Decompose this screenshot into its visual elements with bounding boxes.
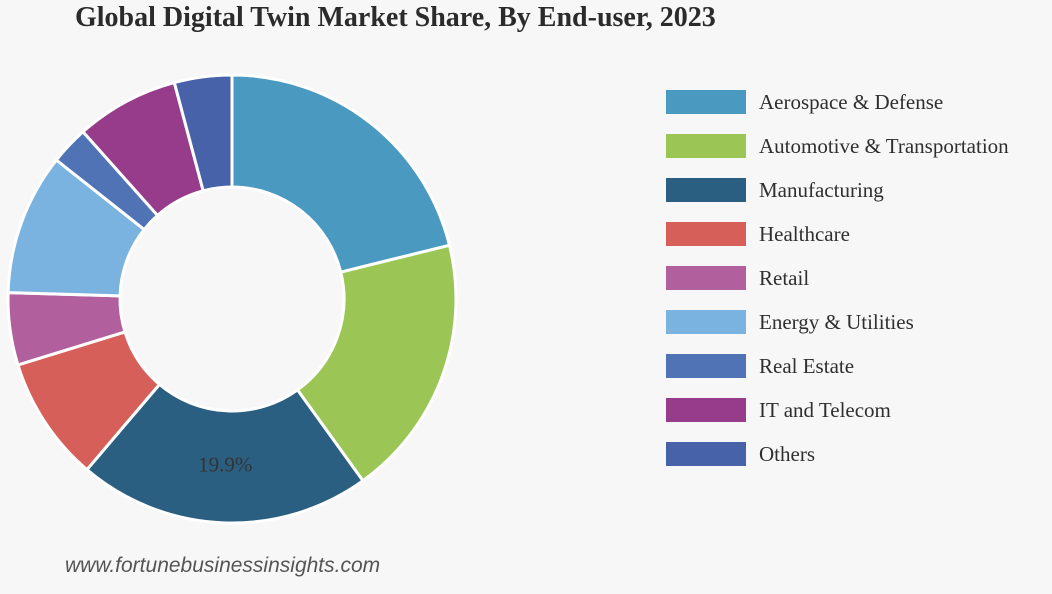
legend-item-manufacturing: Manufacturing	[666, 178, 1009, 202]
legend-item-energy-and-utilities: Energy & Utilities	[666, 310, 1009, 334]
legend-label: Others	[759, 441, 815, 466]
donut-chart: 19.9%	[6, 73, 458, 525]
legend-label: Energy & Utilities	[759, 309, 914, 334]
legend-label: Automotive & Transportation	[759, 133, 1009, 158]
legend-label: Retail	[759, 265, 810, 290]
legend-label: Healthcare	[759, 221, 850, 246]
legend-swatch	[666, 178, 746, 202]
slice-others	[172, 73, 234, 193]
chart-title: Global Digital Twin Market Share, By End…	[75, 2, 716, 33]
legend-swatch	[666, 354, 746, 378]
legend-swatch	[666, 442, 746, 466]
legend-swatch	[666, 134, 746, 158]
legend-item-automotive-and-transportation: Automotive & Transportation	[666, 134, 1009, 158]
legend-label: IT and Telecom	[759, 397, 891, 422]
slice-automotive-and-transportation	[295, 243, 458, 483]
legend-item-retail: Retail	[666, 266, 1009, 290]
legend-swatch	[666, 398, 746, 422]
data-label-manufacturing: 19.9%	[198, 453, 252, 477]
legend-item-real-estate: Real Estate	[666, 354, 1009, 378]
slice-aerospace-and-defense	[230, 73, 451, 274]
legend-swatch	[666, 310, 746, 334]
legend-swatch	[666, 222, 746, 246]
source-credit: www.fortunebusinessinsights.com	[65, 554, 381, 577]
legend-item-healthcare: Healthcare	[666, 222, 1009, 246]
legend-item-others: Others	[666, 442, 1009, 466]
legend-label: Real Estate	[759, 353, 855, 378]
legend-label: Manufacturing	[759, 177, 884, 202]
slice-manufacturing	[85, 382, 365, 525]
legend-item-it-and-telecom: IT and Telecom	[666, 398, 1009, 422]
legend-label: Aerospace & Defense	[759, 89, 944, 114]
legend-item-aerospace-and-defense: Aerospace & Defense	[666, 90, 1009, 114]
legend-swatch	[666, 90, 746, 114]
legend-swatch	[666, 266, 746, 290]
chart-legend: Aerospace & Defense Automotive & Transpor…	[666, 90, 1009, 486]
